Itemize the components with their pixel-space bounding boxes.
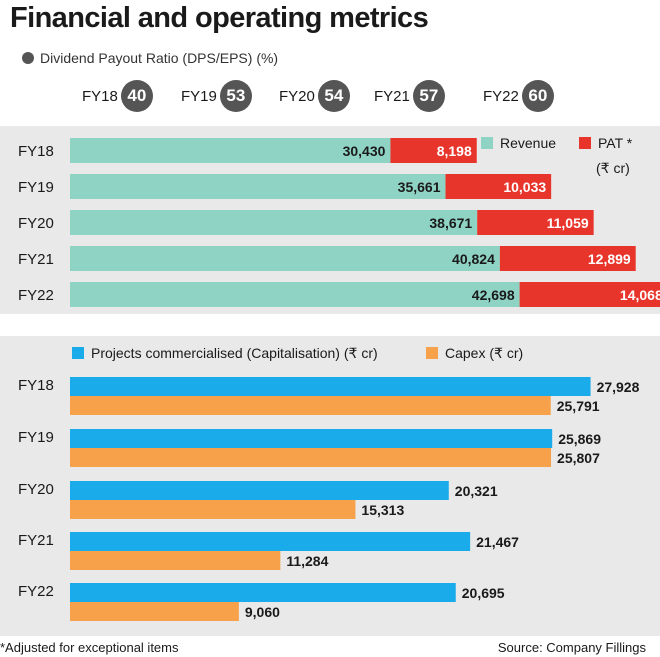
- revenue-value-label: 30,430: [343, 143, 386, 159]
- dividend-item-fy19: FY19 53: [181, 80, 252, 112]
- projects-value-label: 20,321: [455, 483, 498, 499]
- capex-bar: [70, 602, 239, 621]
- category-label: FY22: [18, 583, 54, 600]
- legend-pat-label: PAT *: [598, 135, 633, 151]
- projects-value-label: 27,928: [597, 379, 640, 395]
- capex-value-label: 25,807: [557, 450, 600, 466]
- capex-bar: [70, 396, 551, 415]
- legend-revenue-label: Revenue: [500, 135, 557, 151]
- dividend-value-badge: 60: [521, 80, 554, 112]
- dividend-year: FY19: [181, 87, 217, 105]
- dividend-value-badge: 40: [120, 80, 153, 112]
- legend-pat-unit: (₹ cr): [596, 160, 630, 176]
- legend-pat-swatch: [579, 137, 591, 149]
- category-label: FY20: [18, 481, 54, 498]
- revenue-value-label: 42,698: [472, 287, 515, 303]
- legend-capex-label: Capex (₹ cr): [445, 345, 524, 361]
- category-label: FY19: [18, 179, 54, 196]
- source-note: Source: Company Fillings: [497, 640, 646, 655]
- legend-capex: Capex (₹ cr): [426, 345, 523, 362]
- legend-projects-swatch: [72, 347, 84, 359]
- projects-bar: [70, 532, 471, 551]
- dividend-value-badge: 57: [412, 80, 445, 112]
- projects-value-label: 21,467: [476, 534, 519, 550]
- dividend-year: FY21: [374, 87, 410, 105]
- pat-value-label: 14,068: [620, 287, 660, 303]
- legend-revenue-swatch: [481, 137, 493, 149]
- category-label: FY19: [18, 429, 54, 446]
- capex-value-label: 11,284: [286, 553, 328, 569]
- dividend-dot-icon: [22, 52, 34, 64]
- dividend-value-badge: 53: [219, 80, 252, 112]
- pat-value-label: 11,059: [547, 215, 589, 231]
- dividend-value-badge: 54: [317, 80, 350, 112]
- projects-value-label: 25,869: [558, 431, 601, 447]
- category-label: FY18: [18, 377, 54, 394]
- dividend-item-fy22: FY22 60: [483, 80, 554, 112]
- pat-bar: [519, 282, 660, 307]
- dividend-year: FY20: [279, 87, 315, 105]
- revenue-value-label: 35,661: [398, 179, 441, 195]
- category-label: FY21: [18, 251, 54, 268]
- revenue-bar: [70, 174, 446, 199]
- category-label: FY18: [18, 143, 54, 160]
- capex-bar: [70, 500, 356, 519]
- legend-projects-label: Projects commercialised (Capitalisation)…: [91, 345, 378, 361]
- capex-value-label: 25,791: [557, 398, 600, 414]
- category-label: FY22: [18, 287, 54, 304]
- dividend-payout-label: Dividend Payout Ratio (DPS/EPS) (%): [40, 50, 279, 66]
- capex-value-label: 15,313: [361, 502, 404, 518]
- legend-pat: PAT *: [579, 135, 632, 151]
- legend-capex-swatch: [426, 347, 438, 359]
- category-label: FY21: [18, 532, 54, 549]
- dividend-item-fy18: FY18 40: [82, 80, 153, 112]
- chart-title: Financial and operating metrics: [10, 2, 429, 34]
- revenue-value-label: 38,671: [429, 215, 472, 231]
- revenue-value-label: 40,824: [452, 251, 495, 267]
- pat-bar: [390, 138, 477, 163]
- capex-value-label: 9,060: [245, 604, 280, 620]
- footnote: *Adjusted for exceptional items: [0, 640, 179, 655]
- dividend-year: FY22: [483, 87, 519, 105]
- projects-bar: [70, 429, 553, 448]
- dividend-item-fy20: FY20 54: [279, 80, 350, 112]
- revenue-bar: [70, 282, 520, 307]
- projects-value-label: 20,695: [462, 585, 505, 601]
- pat-value-label: 10,033: [503, 179, 546, 195]
- projects-bar: [70, 377, 591, 396]
- capex-bar: [70, 448, 552, 467]
- pat-bar: [477, 210, 594, 235]
- dividend-item-fy21: FY21 57: [374, 80, 445, 112]
- pat-value-label: 8,198: [437, 143, 472, 159]
- legend-projects: Projects commercialised (Capitalisation)…: [72, 345, 378, 362]
- category-label: FY20: [18, 215, 54, 232]
- dividend-payout-legend: Dividend Payout Ratio (DPS/EPS) (%): [22, 50, 278, 66]
- pat-bar: [445, 174, 552, 199]
- capex-bar: [70, 551, 281, 570]
- legend-revenue: Revenue: [481, 135, 556, 151]
- projects-bar: [70, 583, 456, 602]
- revenue-bar: [70, 210, 478, 235]
- projects-bar: [70, 481, 449, 500]
- pat-value-label: 12,899: [588, 251, 631, 267]
- revenue-bar: [70, 138, 391, 163]
- pat-bar: [499, 246, 636, 271]
- revenue-bar: [70, 246, 500, 271]
- dividend-year: FY18: [82, 87, 118, 105]
